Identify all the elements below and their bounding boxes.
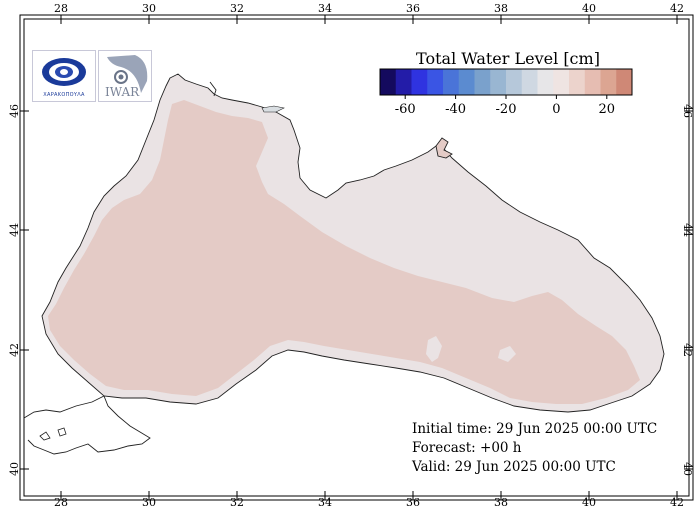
legend-swatch xyxy=(537,69,554,95)
valid-time-label: Valid: 29 Jun 2025 00:00 UTC xyxy=(412,459,616,475)
lon-label-top: 38 xyxy=(494,2,508,15)
axis-tick-labels: 28 28 30 30 32 32 34 34 36 36 38 38 40 40 42 42 40 40 42 42… xyxy=(8,2,694,507)
lon-label-bottom: 28 xyxy=(54,496,68,507)
axis-ticks xyxy=(20,15,693,500)
lat-label-right: 44 xyxy=(681,223,694,237)
logo-left: ΧΑΡΑΚΟΠΟΥΛΑ xyxy=(32,50,96,102)
logo-left-text: ΧΑΡΑΚΟΠΟΥΛΑ xyxy=(43,92,85,98)
legend-tick-label: 0 xyxy=(552,102,560,117)
legend-swatch xyxy=(553,69,570,95)
lon-label-bottom: 32 xyxy=(230,496,244,507)
lat-label-right: 46 xyxy=(681,104,694,118)
legend-swatch xyxy=(506,69,523,95)
marmara-island xyxy=(39,431,51,441)
legend-colorbar xyxy=(379,68,633,99)
legend-title: Total Water Level [cm] xyxy=(416,49,600,68)
logo-right: IWAR xyxy=(98,50,152,102)
map-frame-outer xyxy=(19,14,694,501)
wave-logo-icon xyxy=(107,55,148,93)
lon-label-bottom: 34 xyxy=(318,496,332,507)
legend-tick-label: 20 xyxy=(599,102,616,117)
lon-label-top: 34 xyxy=(318,2,332,15)
lon-label-top: 36 xyxy=(406,2,420,15)
legend-tick-label: -40 xyxy=(445,102,466,117)
azov-fragment xyxy=(435,137,453,159)
lagoon xyxy=(261,105,285,113)
legend-swatch xyxy=(474,69,491,95)
lat-label-left: 40 xyxy=(8,462,21,476)
legend-swatch xyxy=(427,69,444,95)
map-frame-inner xyxy=(23,18,690,497)
lon-label-top: 32 xyxy=(230,2,244,15)
legend-tick-label: -60 xyxy=(395,102,416,117)
forecast-label: Forecast: +00 h xyxy=(412,440,522,456)
lon-label-top: 28 xyxy=(54,2,68,15)
initial-time-label: Initial time: 29 Jun 2025 00:00 UTC xyxy=(412,421,658,437)
legend-swatch xyxy=(569,69,586,95)
legend-swatch xyxy=(395,69,412,95)
lat-label-right: 40 xyxy=(681,462,694,476)
positive-level-area xyxy=(48,100,640,404)
eye-logo-icon xyxy=(42,58,86,86)
legend-tick-label: -20 xyxy=(496,102,517,117)
light-patch-south xyxy=(426,336,442,362)
lat-label-left: 42 xyxy=(8,343,21,357)
lat-label-right: 42 xyxy=(681,343,694,357)
coast-north-spit xyxy=(209,81,217,97)
light-patch-east xyxy=(498,346,516,362)
lon-label-bottom: 30 xyxy=(142,496,156,507)
lat-label-left: 46 xyxy=(8,104,21,118)
marmara-coast xyxy=(23,395,151,455)
legend-swatch xyxy=(380,69,397,95)
logo-right-text: IWAR xyxy=(105,85,140,99)
legend-swatch xyxy=(616,69,633,95)
lon-label-top: 42 xyxy=(670,2,684,15)
lon-label-top: 30 xyxy=(142,2,156,15)
legend-swatch xyxy=(458,69,475,95)
marmara-island-2 xyxy=(57,427,67,437)
legend-swatch xyxy=(443,69,460,95)
lat-label-left: 44 xyxy=(8,223,21,237)
lon-label-top: 40 xyxy=(582,2,596,15)
lon-label-bottom: 36 xyxy=(406,496,420,507)
legend-swatch xyxy=(600,69,617,95)
legend-tick-labels: -60 -40 -20 0 20 xyxy=(395,102,615,117)
lon-label-bottom: 42 xyxy=(670,496,684,507)
legend-swatch xyxy=(521,69,538,95)
lon-label-bottom: 38 xyxy=(494,496,508,507)
legend-swatch xyxy=(411,69,428,95)
lon-label-bottom: 40 xyxy=(582,496,596,507)
legend-swatch xyxy=(584,69,601,95)
legend-swatch xyxy=(490,69,507,95)
